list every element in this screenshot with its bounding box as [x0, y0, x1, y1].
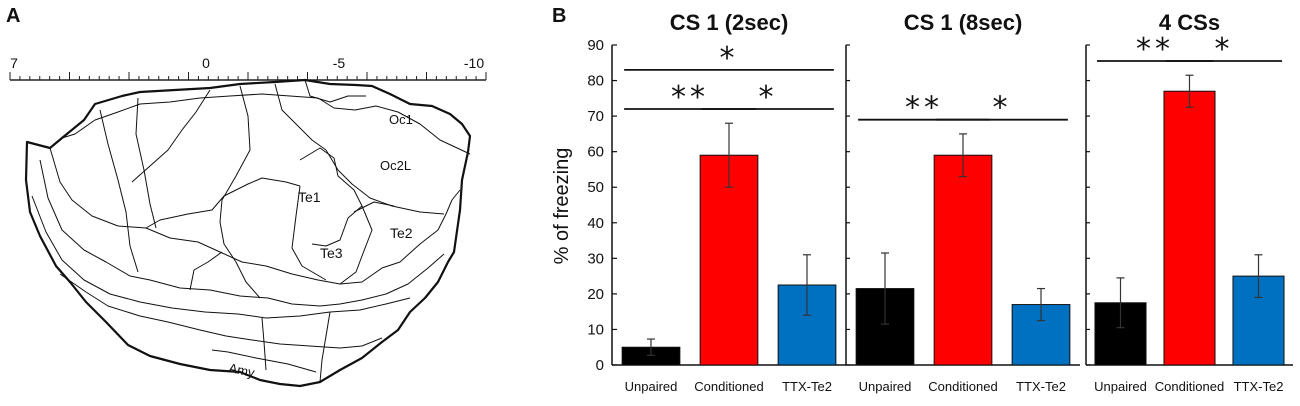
chart-title: 4 CSs [1159, 10, 1220, 35]
significance-stars: ** [671, 80, 709, 115]
y-tick-label: 80 [587, 73, 604, 90]
significance-stars: ** [905, 91, 943, 126]
category-label: TTX-Te2 [782, 379, 832, 394]
category-label: Unpaired [1094, 379, 1147, 394]
y-axis-label: % of freezing [551, 148, 573, 265]
scale-label-0: 0 [202, 55, 210, 71]
scale-label-minus5: -5 [333, 55, 346, 71]
bar-charts: CS 1 (2sec)Unpaired Conditioned TTX-Te2** *… [611, 10, 1293, 394]
y-tick-label: 0 [596, 357, 604, 374]
region-amy: Amy [227, 360, 256, 380]
region-oc1: Oc1 [389, 112, 413, 127]
chart-title: CS 1 (2sec) [670, 10, 789, 35]
significance-stars: * [993, 91, 1012, 126]
scale-label-7: 7 [10, 55, 18, 71]
y-axis-ticks: 0 10 20 30 40 50 60 70 80 90 [587, 37, 604, 374]
y-tick-label: 10 [587, 321, 604, 338]
category-label: TTX-Te2 [1234, 379, 1284, 394]
y-tick-label: 60 [587, 144, 604, 161]
y-tick-label: 20 [587, 286, 604, 303]
significance-stars: * [720, 41, 739, 76]
category-label: Unpaired [859, 379, 912, 394]
significance-stars: * [759, 80, 778, 115]
region-te1: Te1 [298, 189, 321, 205]
scale-minor-ticks [9, 72, 487, 80]
y-tick-label: 30 [587, 250, 604, 267]
chart-cs1-8sec: CS 1 (8sec)Unpaired Conditioned TTX-Te2** * [845, 10, 1080, 394]
brain-diagram: Oc1 Oc2L Te1 Te2 Te3 Amy [24, 78, 472, 388]
region-oc2l: Oc2L [380, 158, 411, 173]
category-label: Conditioned [1155, 379, 1224, 394]
region-te2: Te2 [390, 225, 413, 241]
significance-stars: ** [1136, 32, 1174, 67]
category-label: Unpaired [625, 379, 678, 394]
chart-cs1-2sec: CS 1 (2sec)Unpaired Conditioned TTX-Te2** *… [611, 10, 846, 394]
y-tick-label: 50 [587, 179, 604, 196]
category-label: Conditioned [928, 379, 997, 394]
panel-b-label: B [552, 5, 566, 27]
category-label: Conditioned [694, 379, 763, 394]
chart-title: CS 1 (8sec) [904, 10, 1023, 35]
y-tick-label: 90 [587, 37, 604, 54]
brain-inner-lines [31, 79, 471, 383]
bar-conditioned [1163, 90, 1216, 366]
category-label: TTX-Te2 [1016, 379, 1066, 394]
brain-outline [24, 78, 472, 388]
region-te3: Te3 [320, 245, 343, 261]
significance-stars: * [1215, 32, 1234, 67]
y-tick-label: 70 [587, 108, 604, 125]
bar-conditioned [933, 154, 993, 366]
y-tick-label: 40 [587, 215, 604, 232]
scale-label-minus10: -10 [464, 55, 484, 71]
panel-a-label: A [6, 5, 20, 27]
scale-bar: 7 0 -5 -10 [9, 55, 487, 81]
